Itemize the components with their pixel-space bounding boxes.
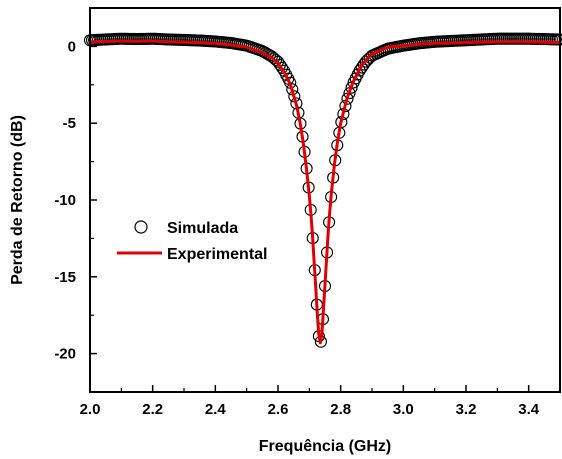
data-point-simulada	[355, 61, 368, 74]
x-tick-label: 3.4	[518, 401, 540, 418]
y-tick-label: -10	[54, 192, 76, 209]
data-point-simulada	[276, 61, 289, 74]
y-tick-label: -15	[54, 269, 76, 286]
x-tick-label: 3.2	[456, 401, 477, 418]
x-tick-label: 2.6	[268, 401, 289, 418]
x-axis-title: Frequência (GHz)	[259, 438, 391, 455]
x-tick-label: 2.0	[80, 401, 101, 418]
data-point-simulada	[353, 64, 366, 77]
data-point-simulada	[361, 53, 374, 66]
series-experimental-line	[89, 39, 561, 345]
data-point-simulada	[267, 52, 280, 65]
x-tick-label: 2.2	[142, 401, 163, 418]
plot-frame	[89, 7, 561, 393]
legend-label-experimental: Experimental	[167, 246, 267, 263]
y-tick-label: 0	[68, 38, 76, 55]
x-tick-label: 2.8	[330, 401, 351, 418]
legend: Simulada Experimental	[117, 220, 267, 263]
y-axis-title: Perda de Retorno (dB)	[9, 115, 26, 285]
data-point-simulada	[271, 55, 285, 68]
legend-marker-simulada	[134, 220, 148, 234]
legend-label-simulada: Simulada	[167, 220, 238, 237]
series-layer	[83, 32, 562, 348]
data-point-simulada	[273, 58, 287, 71]
tick-layer: 2.0 2.2 2.4 2.6 2.8 3.0 3.2 3.4 0 -5 -10 -15 -20	[54, 7, 540, 418]
x-tick-label: 2.4	[205, 401, 227, 418]
y-tick-label: -5	[63, 115, 76, 132]
y-tick-label: -20	[54, 346, 76, 363]
x-tick-label: 3.0	[393, 401, 414, 418]
